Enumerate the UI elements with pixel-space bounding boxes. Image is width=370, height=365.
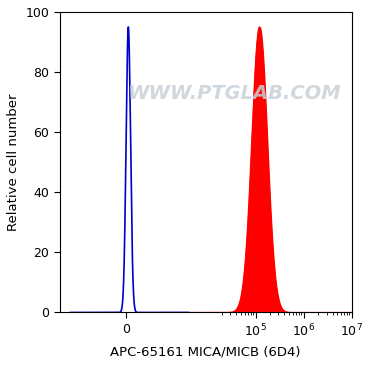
Y-axis label: Relative cell number: Relative cell number (7, 93, 20, 231)
X-axis label: APC-65161 MICA/MICB (6D4): APC-65161 MICA/MICB (6D4) (111, 345, 301, 358)
Text: WWW.PTGLAB.COM: WWW.PTGLAB.COM (128, 84, 342, 103)
